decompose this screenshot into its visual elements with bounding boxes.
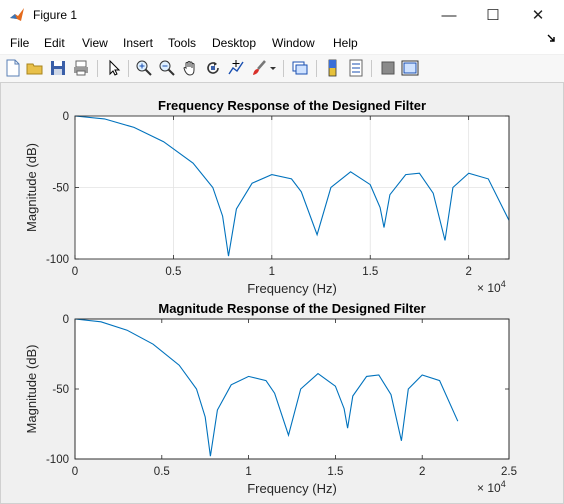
y-tick-label: -50	[52, 183, 69, 195]
figure-toolbar	[0, 55, 564, 83]
data-cursor-icon[interactable]	[227, 59, 245, 77]
matlab-logo-icon	[10, 8, 24, 21]
x-tick-label: 1	[269, 266, 275, 278]
chart-title: Magnitude Response of the Designed Filte…	[158, 301, 425, 316]
x-tick-label: 1.5	[362, 266, 378, 278]
y-axis-label: Magnitude (dB)	[24, 345, 39, 434]
y-tick-label: 0	[63, 111, 69, 123]
x-exponent-label: × 104	[477, 279, 506, 295]
hide-plot-tools-icon[interactable]	[379, 59, 397, 77]
plot-area	[74, 318, 510, 460]
axes-box	[74, 318, 510, 460]
show-plot-tools-icon[interactable]	[401, 59, 419, 77]
toolbar-separator	[97, 60, 98, 77]
zoom-out-icon[interactable]	[158, 59, 176, 77]
menu-bar: File Edit View Insert Tools Desktop Wind…	[0, 30, 564, 54]
x-tick-label: 0.5	[154, 466, 170, 478]
menu-window[interactable]: Window	[272, 36, 315, 50]
x-tick-label: 0.5	[165, 266, 181, 278]
menu-tools[interactable]: Tools	[168, 36, 197, 50]
x-tick-label: 0	[72, 466, 78, 478]
toolbar-separator	[283, 60, 284, 77]
x-tick-label: 1	[245, 466, 251, 478]
edit-pointer-icon[interactable]	[105, 59, 123, 77]
print-icon[interactable]	[72, 59, 90, 77]
pan-hand-icon[interactable]	[181, 59, 199, 77]
maximize-button[interactable]: ☐	[486, 7, 500, 24]
series-line	[74, 318, 459, 457]
save-icon[interactable]	[49, 59, 67, 77]
title-bar: Figure 1 — ☐ ✕	[0, 0, 564, 30]
brush-dropdown-icon[interactable]	[268, 59, 278, 77]
y-tick-label: -100	[46, 254, 69, 266]
x-axis-label: Frequency (Hz)	[247, 481, 337, 496]
menu-desktop[interactable]: Desktop	[212, 36, 257, 50]
colorbar-icon[interactable]	[324, 59, 342, 77]
toolbar-separator	[371, 60, 372, 77]
y-axis-label: Magnitude (dB)	[24, 143, 39, 232]
menu-file[interactable]: File	[10, 36, 30, 50]
y-tick-label: -50	[52, 384, 69, 396]
axes-1	[74, 115, 510, 260]
y-tick-label: -100	[46, 454, 69, 466]
y-tick-label: 0	[63, 314, 69, 326]
rotate-3d-icon[interactable]	[204, 59, 222, 77]
series-line	[74, 115, 510, 257]
window-title: Figure 1	[33, 8, 78, 22]
menu-edit[interactable]: Edit	[44, 36, 65, 50]
x-tick-label: 1.5	[327, 466, 343, 478]
zoom-in-icon[interactable]	[135, 59, 153, 77]
chart-title: Frequency Response of the Designed Filte…	[158, 98, 426, 113]
x-tick-label: 0	[72, 266, 78, 278]
toolbar-separator	[316, 60, 317, 77]
x-tick-label: 2	[465, 266, 471, 278]
new-figure-icon[interactable]	[4, 59, 22, 77]
dock-arrow-icon[interactable]	[547, 34, 556, 43]
toolbar-separator	[128, 60, 129, 77]
minimize-button[interactable]: —	[441, 6, 457, 24]
open-file-icon[interactable]	[26, 59, 44, 77]
menu-view[interactable]: View	[82, 36, 108, 50]
x-exponent-label: × 104	[477, 479, 506, 495]
close-button[interactable]: ✕	[531, 7, 545, 24]
axes-2	[74, 318, 510, 460]
x-axis-label: Frequency (Hz)	[247, 281, 337, 296]
figure-canvas: 0 0.5 1 1.5 2 0 -50 -100 Frequency Response of t…	[24, 98, 517, 496]
x-tick-label: 2	[419, 466, 425, 478]
brush-icon[interactable]	[250, 59, 268, 77]
menu-help[interactable]: Help	[333, 36, 358, 50]
menu-insert[interactable]: Insert	[123, 36, 154, 50]
link-plot-icon[interactable]	[291, 59, 309, 77]
x-tick-label: 2.5	[501, 466, 517, 478]
axes-box	[74, 115, 510, 260]
legend-icon[interactable]	[347, 59, 365, 77]
